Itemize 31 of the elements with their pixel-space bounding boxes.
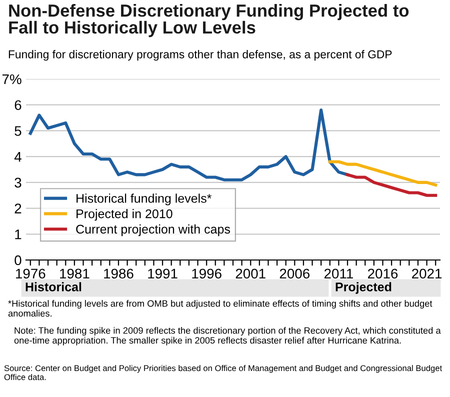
y-tick-label: 0 <box>14 255 22 266</box>
chart-subtitle: Funding for discretionary programs other than defense, as a percent of GDP <box>8 50 392 61</box>
y-tick-label: 7% <box>2 74 22 84</box>
text: Note: The funding spike in 2009 reflects the discretionary portion of the Recovery Act, which constituted a one-time appropriation. The smaller spike in 2005 reflects disaster relief after Hurricane Katrina. <box>14 327 441 346</box>
y-tick-label: 3 <box>14 178 22 188</box>
line-series <box>346 173 438 197</box>
x-tick-label: 1981 <box>60 268 90 279</box>
y-tick-label: 5 <box>14 126 22 136</box>
legend-label: Historical funding levels* <box>76 194 212 206</box>
x-tick-label: 2011 <box>324 268 353 279</box>
x-tick-label: 1986 <box>104 268 134 279</box>
text: Historical <box>26 282 82 292</box>
x-tick-label: 2006 <box>280 268 310 279</box>
x-tick-label: 2021 <box>412 268 442 279</box>
source-note: Source: Center on Budget and Policy Priorities based on Office of Management and Budget and Congressional Budget Office data. <box>4 365 442 380</box>
y-tick-label: 1 <box>15 230 22 240</box>
x-tick-label: 2001 <box>236 268 266 279</box>
text: Projected <box>336 282 392 294</box>
y-tick-label: 6 <box>14 100 22 110</box>
x-tick-label: 1976 <box>16 268 46 279</box>
text: *Historical funding levels are from OMB but adjusted to eliminate effects of timing shifts and other budget anomalies. <box>8 300 432 317</box>
chart-title: Non-Defense Discretionary Funding Projected to Fall to Historically Low Levels <box>9 4 409 38</box>
y-tick-label: 2 <box>14 204 22 214</box>
legend-label: Current projection with caps <box>76 224 230 236</box>
x-tick-label: 2016 <box>368 268 398 279</box>
legend-label: Projected in 2010 <box>76 209 172 221</box>
y-tick-label: 4 <box>14 152 22 162</box>
line-series <box>328 160 438 187</box>
x-tick-label: 1991 <box>148 268 178 279</box>
x-tick-label: 1996 <box>192 268 222 279</box>
line-series <box>28 108 350 182</box>
